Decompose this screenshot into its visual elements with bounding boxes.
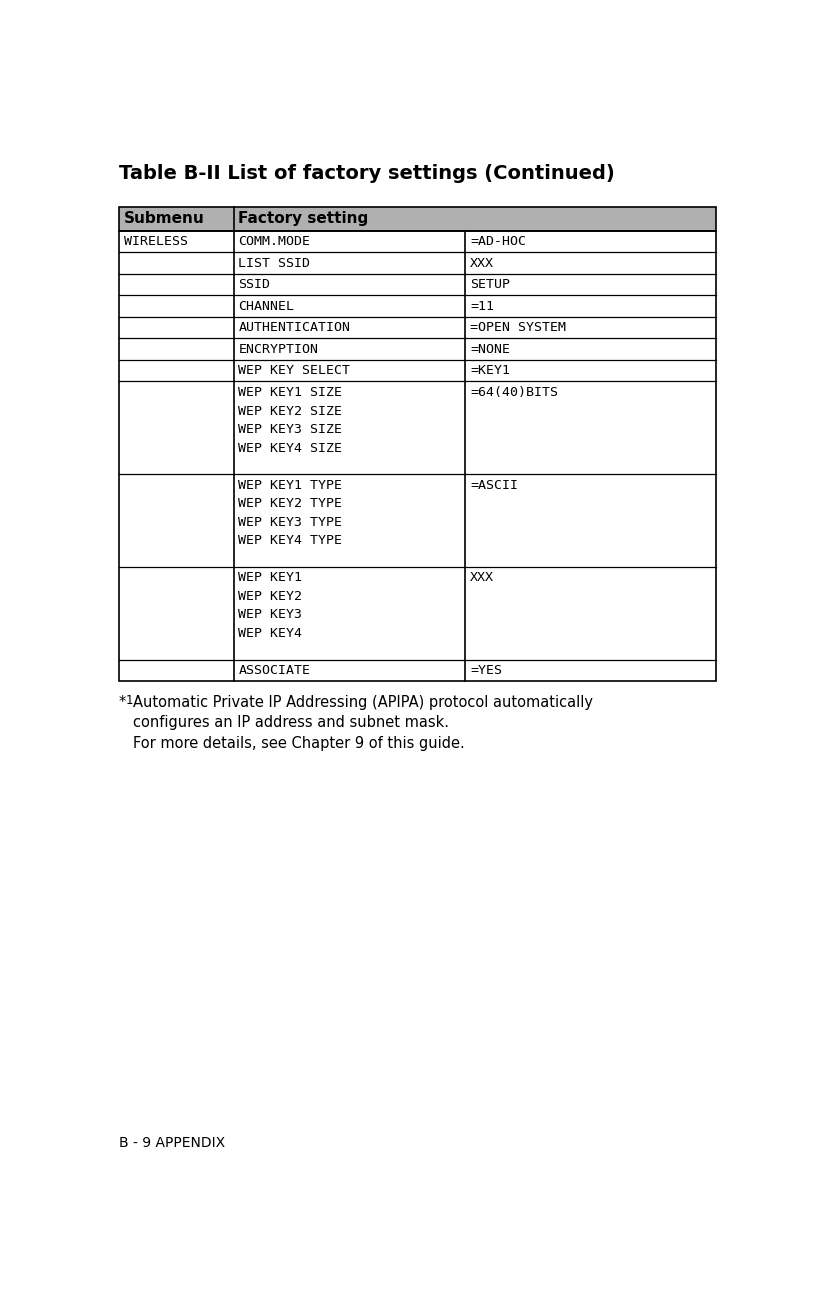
Text: =NONE: =NONE (470, 343, 510, 356)
Text: =YES: =YES (470, 664, 502, 677)
Text: WEP KEY1
WEP KEY2
WEP KEY3
WEP KEY4: WEP KEY1 WEP KEY2 WEP KEY3 WEP KEY4 (238, 572, 302, 639)
Text: WEP KEY SELECT: WEP KEY SELECT (238, 364, 350, 377)
Text: ENCRYPTION: ENCRYPTION (238, 343, 319, 356)
Text: XXX: XXX (470, 572, 494, 585)
Text: LIST SSID: LIST SSID (238, 257, 311, 270)
Text: SETUP: SETUP (470, 278, 510, 291)
Text: =AD-HOC: =AD-HOC (470, 235, 526, 248)
Text: Table B-II List of factory settings (Continued): Table B-II List of factory settings (Con… (119, 164, 615, 183)
Text: =64(40)BITS: =64(40)BITS (470, 386, 558, 399)
Text: *: * (119, 696, 126, 710)
Bar (119, 207, 716, 231)
Text: WIRELESS: WIRELESS (124, 235, 187, 248)
Text: WEP KEY1 TYPE
WEP KEY2 TYPE
WEP KEY3 TYPE
WEP KEY4 TYPE: WEP KEY1 TYPE WEP KEY2 TYPE WEP KEY3 TYP… (238, 479, 342, 547)
Text: B - 9 APPENDIX: B - 9 APPENDIX (119, 1135, 225, 1150)
Text: 1: 1 (126, 694, 134, 707)
Text: COMM.MODE: COMM.MODE (238, 235, 311, 248)
Text: =11: =11 (470, 300, 494, 313)
Text: CHANNEL: CHANNEL (238, 300, 294, 313)
Bar (119, 231, 716, 681)
Text: =ASCII: =ASCII (470, 479, 518, 492)
Text: AUTHENTICATION: AUTHENTICATION (238, 321, 350, 334)
Text: ASSOCIATE: ASSOCIATE (238, 664, 311, 677)
Text: XXX: XXX (470, 257, 494, 270)
Text: =OPEN SYSTEM: =OPEN SYSTEM (470, 321, 566, 334)
Text: WEP KEY1 SIZE
WEP KEY2 SIZE
WEP KEY3 SIZE
WEP KEY4 SIZE: WEP KEY1 SIZE WEP KEY2 SIZE WEP KEY3 SIZ… (238, 386, 342, 454)
Text: Factory setting: Factory setting (238, 211, 368, 227)
Text: Submenu: Submenu (124, 211, 205, 227)
Text: Automatic Private IP Addressing (APIPA) protocol automatically
configures an IP : Automatic Private IP Addressing (APIPA) … (133, 696, 593, 750)
Text: SSID: SSID (238, 278, 271, 291)
Text: =KEY1: =KEY1 (470, 364, 510, 377)
